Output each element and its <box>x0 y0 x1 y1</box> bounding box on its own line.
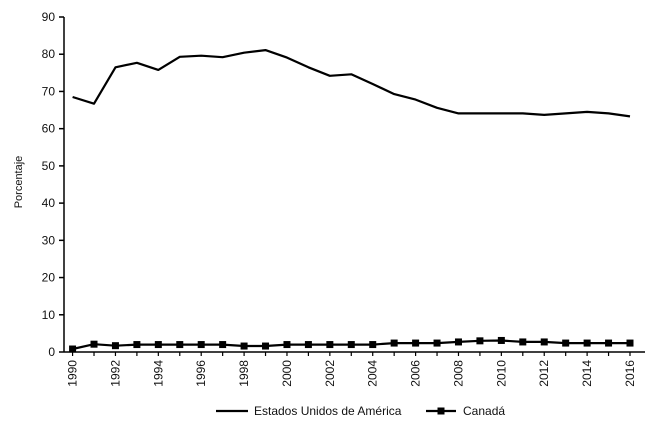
y-tick-label: 90 <box>42 10 56 24</box>
data-point-canada <box>390 339 398 347</box>
y-tick-label: 40 <box>42 196 56 210</box>
y-tick-label: 60 <box>42 122 56 136</box>
data-point-canada <box>111 342 119 350</box>
legend-marker-canada <box>437 407 445 415</box>
y-tick-label: 80 <box>42 47 56 61</box>
x-tick-label: 2010 <box>494 360 508 387</box>
data-point-canada <box>519 338 527 346</box>
data-point-canada <box>283 341 291 349</box>
y-axis-title: Porcentaje <box>13 156 25 209</box>
data-point-canada <box>154 341 162 349</box>
x-tick-label: 1992 <box>108 360 122 387</box>
legend-item-estados-unidos: Estados Unidos de América <box>216 404 402 418</box>
x-tick-label: 1996 <box>194 360 208 387</box>
y-tick-label: 20 <box>42 271 56 285</box>
data-point-canada <box>433 339 441 347</box>
series-line-estados-unidos <box>72 48 631 118</box>
x-tick-label: 2016 <box>623 360 637 387</box>
y-tick-label: 50 <box>42 159 56 173</box>
x-tick-label: 1990 <box>66 360 80 387</box>
data-point-canada <box>219 341 227 349</box>
x-tick-label: 1994 <box>151 360 165 387</box>
x-tick-label: 2006 <box>409 360 423 387</box>
x-tick-label: 1998 <box>237 360 251 387</box>
x-tick-label: 2004 <box>366 360 380 387</box>
data-point-canada <box>347 341 355 349</box>
y-tick-label: 10 <box>42 308 56 322</box>
data-point-canada <box>476 337 484 345</box>
data-point-canada <box>326 341 334 349</box>
data-point-canada <box>369 341 377 349</box>
data-point-canada <box>412 339 420 347</box>
data-point-canada <box>454 338 462 346</box>
x-tick-label: 2012 <box>537 360 551 387</box>
y-axis: 0 10 20 30 40 50 60 70 80 90 <box>42 10 65 359</box>
data-point-canada <box>540 338 548 346</box>
data-point-canada <box>583 339 591 347</box>
data-point-canada <box>90 340 98 348</box>
data-point-canada <box>497 336 505 344</box>
x-tick-label: 2000 <box>280 360 294 387</box>
series-layer <box>69 48 634 353</box>
legend-item-canada: Canadá <box>426 404 505 418</box>
data-point-canada <box>605 339 613 347</box>
x-tick-label: 2008 <box>451 360 465 387</box>
data-point-canada <box>240 342 248 350</box>
data-point-canada <box>133 341 141 349</box>
x-tick-label: 2002 <box>323 360 337 387</box>
data-point-canada <box>197 341 205 349</box>
data-point-canada <box>304 341 312 349</box>
data-point-canada <box>626 339 634 347</box>
y-tick-label: 30 <box>42 233 56 247</box>
legend: Estados Unidos de América Canadá <box>216 404 505 418</box>
x-axis: 1990 1992 1994 1996 1998 2000 2002 2004 2006 2008… <box>64 351 645 387</box>
y-tick-label: 0 <box>48 345 55 359</box>
data-point-canada <box>262 342 270 350</box>
legend-label-canada: Canadá <box>463 404 505 418</box>
data-point-canada <box>562 339 570 347</box>
y-tick-label: 70 <box>42 84 56 98</box>
data-point-canada <box>176 341 184 349</box>
legend-label-estados-unidos: Estados Unidos de América <box>254 404 402 418</box>
data-point-canada <box>69 345 77 353</box>
x-tick-label: 2014 <box>580 360 594 387</box>
